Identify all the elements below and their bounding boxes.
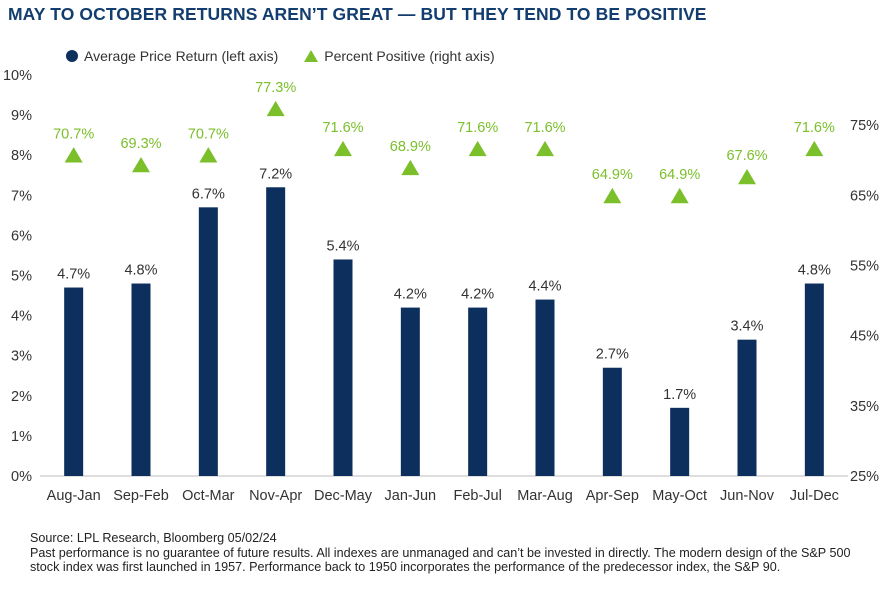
x-axis-tick-label: Nov-Apr (249, 488, 302, 504)
percent-positive-marker (266, 100, 285, 117)
x-axis-tick-label: Jan-Jun (385, 488, 437, 504)
left-axis-tick-label: 8% (11, 148, 32, 164)
bar (602, 367, 622, 476)
x-axis-tick-label: Apr-Sep (586, 488, 639, 504)
right-axis-tick-label: 55% (850, 258, 879, 274)
footer: Source: LPL Research, Bloomberg 05/02/24… (30, 531, 870, 575)
bar-value-label: 6.7% (192, 186, 225, 202)
percent-positive-label: 64.9% (592, 167, 633, 183)
right-axis-tick-label: 65% (850, 188, 879, 204)
left-axis-tick-label: 4% (11, 309, 32, 325)
bar-value-label: 4.8% (798, 263, 831, 279)
bar (400, 307, 420, 476)
percent-positive-label: 64.9% (659, 167, 700, 183)
percent-positive-marker (536, 140, 554, 157)
bar (333, 259, 353, 476)
left-axis-tick-label: 7% (11, 188, 32, 204)
x-axis-tick-label: Aug-Jan (47, 488, 101, 504)
x-axis-tick-label: Mar-Aug (517, 488, 573, 504)
right-axis-tick-label: 45% (850, 329, 879, 345)
bar (198, 207, 218, 476)
percent-positive-label: 67.6% (726, 148, 767, 164)
percent-positive-marker (738, 168, 756, 185)
right-axis-tick-label: 75% (850, 118, 879, 134)
left-axis-tick-label: 10% (3, 68, 32, 84)
percent-positive-label: 71.6% (794, 120, 835, 136)
legend-triangle-swatch (304, 50, 319, 62)
bar-value-label: 4.2% (394, 287, 427, 303)
bar (266, 187, 286, 476)
percent-positive-label: 71.6% (457, 120, 498, 136)
left-axis-tick-label: 3% (11, 349, 32, 365)
bar-value-label: 4.7% (57, 267, 90, 283)
percent-positive-label: 71.6% (524, 120, 565, 136)
x-axis-tick-label: Jul-Dec (790, 488, 839, 504)
left-axis-tick-label: 5% (11, 269, 32, 285)
chart-title: MAY TO OCTOBER RETURNS AREN’T GREAT — BU… (8, 4, 707, 24)
percent-positive-marker (64, 147, 83, 163)
bar (804, 283, 824, 476)
bar (737, 339, 757, 476)
left-axis-tick-label: 0% (11, 469, 32, 485)
bar (64, 287, 84, 476)
percent-positive-label: 68.9% (390, 139, 431, 155)
left-axis-tick-label: 6% (11, 228, 32, 244)
bar-value-label: 4.4% (528, 279, 561, 295)
bar-value-label: 4.2% (461, 287, 494, 303)
right-axis-tick-label: 35% (850, 399, 879, 415)
bar (131, 283, 151, 476)
percent-positive-marker (401, 159, 420, 176)
x-axis-tick-label: May-Oct (652, 488, 707, 504)
x-axis-tick-label: Jun-Nov (720, 488, 775, 504)
bar-value-label: 7.2% (259, 166, 292, 182)
left-axis-tick-label: 9% (11, 108, 32, 124)
bar (670, 407, 690, 476)
bar-value-label: 1.7% (663, 387, 696, 403)
x-axis-tick-label: Dec-May (314, 488, 373, 504)
legend: Average Price Return (left axis) Percent… (66, 48, 495, 64)
right-axis-tick-label: 25% (850, 469, 879, 485)
percent-positive-label: 70.7% (188, 126, 229, 142)
left-axis-tick-label: 2% (11, 389, 32, 405)
percent-positive-marker (199, 147, 218, 163)
percent-positive-label: 70.7% (53, 126, 94, 142)
percent-positive-marker (334, 140, 352, 157)
percent-positive-marker (603, 187, 622, 204)
bar-value-label: 2.7% (596, 347, 629, 363)
percent-positive-label: 69.3% (120, 136, 161, 152)
legend-label-positive: Percent Positive (right axis) (324, 48, 495, 64)
chart-plot: 0% 1% 2% 3% 4% 5% 6% 7% 8% 9% 10% 25% 35% 45% 55% 65% 75… (3, 68, 879, 504)
percent-positive-marker (468, 140, 487, 157)
x-axis-tick-label: Oct-Mar (182, 488, 235, 504)
bar (468, 307, 488, 476)
x-axis-tick-label: Feb-Jul (453, 488, 501, 504)
legend-bar-swatch (66, 50, 78, 62)
disclaimer-note: Past performance is no guarantee of futu… (30, 545, 851, 575)
bar-value-label: 4.8% (124, 263, 157, 279)
bar-value-label: 5.4% (326, 238, 359, 254)
percent-positive-label: 71.6% (322, 120, 363, 136)
x-axis-tick-label: Sep-Feb (113, 488, 169, 504)
source-note: Source: LPL Research, Bloomberg 05/02/24 (30, 531, 277, 545)
percent-positive-marker (132, 157, 150, 173)
percent-positive-marker (670, 187, 689, 204)
bar-value-label: 3.4% (730, 319, 763, 335)
percent-positive-marker (805, 140, 824, 157)
percent-positive-label: 77.3% (255, 80, 296, 96)
left-axis-tick-label: 1% (11, 429, 32, 445)
legend-label-returns: Average Price Return (left axis) (84, 48, 279, 64)
bar (535, 299, 555, 476)
